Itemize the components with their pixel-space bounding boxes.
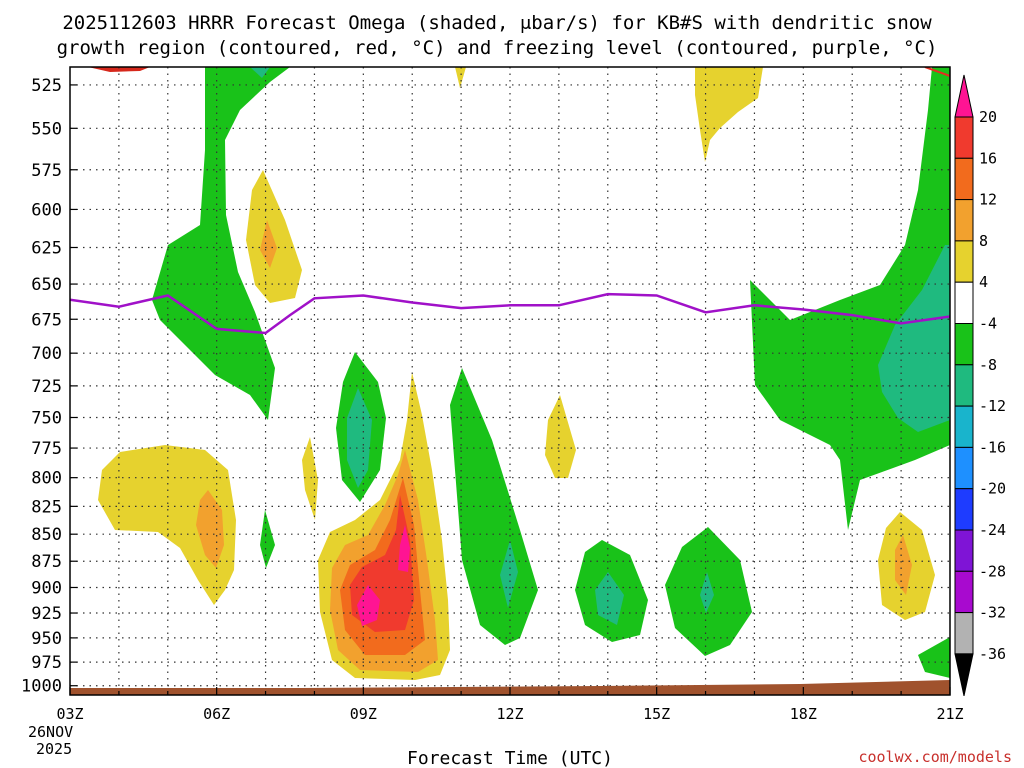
descent-region-07z [260,510,275,568]
colorbar-segment [954,281,974,325]
colorbar-tick-label: 8 [979,232,988,250]
grid-lines [70,67,950,695]
y-tick-label: 750 [31,408,62,428]
y-tick-label: 950 [31,629,62,649]
colorbar-tick-label: -16 [979,438,1006,456]
dgz-contour-top-right [924,67,950,77]
y-tick-label: 800 [31,469,62,489]
y-axis: 525 550 575 600 625 650 675 700 725 750 775 800 825 8… [21,76,77,697]
descent-core-09z [347,388,372,488]
freezing-level-line [70,292,950,335]
colorbar-segment [954,529,974,572]
x-date-year: 2025 [36,740,72,758]
y-tick-label: 925 [31,604,62,624]
y-tick-label: 550 [31,119,62,139]
descent-core-12z [500,540,518,608]
colorbar-tick-label: -28 [979,562,1006,580]
colorbar-segment [954,199,974,242]
colorbar-segment [954,323,974,366]
colorbar-tick-label: 4 [979,273,988,291]
colorbar-tick-label: -32 [979,604,1006,622]
y-tick-label: 975 [31,653,62,673]
x-tick-label: 09Z [350,705,377,723]
y-tick-label: 650 [31,275,62,295]
descent-core-top [250,67,270,78]
y-tick-label: 700 [31,344,62,364]
ascent-region-08z [302,437,318,520]
y-tick-label: 825 [31,497,62,517]
descent-core-16z [700,572,714,613]
descent-core-14z [595,572,624,625]
colorbar-segment [954,157,974,201]
x-tick-label: 21Z [936,705,963,723]
y-tick-label: 575 [31,161,62,181]
colorbar-tick-label: -24 [979,521,1006,539]
colorbar-top-arrow [954,74,974,118]
colorbar-segment [954,612,974,655]
colorbar-segment [954,364,974,407]
ascent-max-09z-b [398,525,410,572]
colorbar-segment [954,570,974,614]
colorbar-tick-label: 16 [979,149,997,167]
ascent-band-20z-8 [895,535,912,595]
colorbar-tick-label: -20 [979,480,1006,498]
credit-link[interactable]: coolwx.com/models [858,748,1012,766]
colorbar-tick-label: -8 [979,356,997,374]
ascent-region-16z [695,67,763,162]
y-tick-label: 875 [31,552,62,572]
ascent-region-04z [98,445,236,605]
omega-colorbar: 20 16 12 8 4 -4 -8 -12 -16 -20 -24 -28 -32 -36 [954,74,1006,697]
colorbar-segment [954,240,974,283]
y-tick-label: 775 [31,439,62,459]
colorbar-tick-label: -36 [979,645,1006,663]
x-tick-label: 12Z [496,705,523,723]
y-tick-label: 725 [31,377,62,397]
chart-title-line1: 2025112603 HRRR Forecast Omega (shaded, … [62,12,932,34]
colorbar-segment [954,116,974,159]
y-tick-label: 900 [31,578,62,598]
ascent-max-09z-a [357,585,380,626]
x-tick-label: 06Z [203,705,230,723]
colorbar-tick-label: 20 [979,108,997,126]
chart-title-line2: growth region (contoured, red, °C) and f… [57,37,938,59]
y-tick-label: 525 [31,76,62,96]
descent-region-21z [918,637,950,678]
x-axis-title: Forecast Time (UTC) [407,748,613,768]
colorbar-tick-label: -4 [979,315,997,333]
colorbar-segment [954,405,974,448]
y-tick-label: 850 [31,525,62,545]
x-tick-label: 18Z [790,705,817,723]
y-tick-label: 600 [31,200,62,220]
dgz-contour-top-left [88,67,150,72]
y-tick-label: 675 [31,310,62,330]
omega-shaded-field [88,67,950,680]
ascent-region-11z [455,67,466,88]
colorbar-tick-label: 12 [979,191,997,209]
ascent-region-13z [545,395,576,478]
colorbar-bottom-arrow [954,653,974,697]
y-tick-label: 1000 [21,677,62,697]
y-tick-label: 625 [31,238,62,258]
descent-core-19z [878,245,950,432]
x-date-day: 26NOV [28,723,73,741]
x-axis: 03Z 06Z 09Z 12Z 15Z 18Z 21Z [56,687,964,723]
x-tick-label: 15Z [643,705,670,723]
colorbar-segment [954,446,974,490]
colorbar-tick-label: -12 [979,397,1006,415]
ascent-region-07z [246,170,302,303]
x-tick-label: 03Z [56,705,83,723]
ascent-band-07z-8 [260,220,277,268]
colorbar-segment [954,488,974,531]
